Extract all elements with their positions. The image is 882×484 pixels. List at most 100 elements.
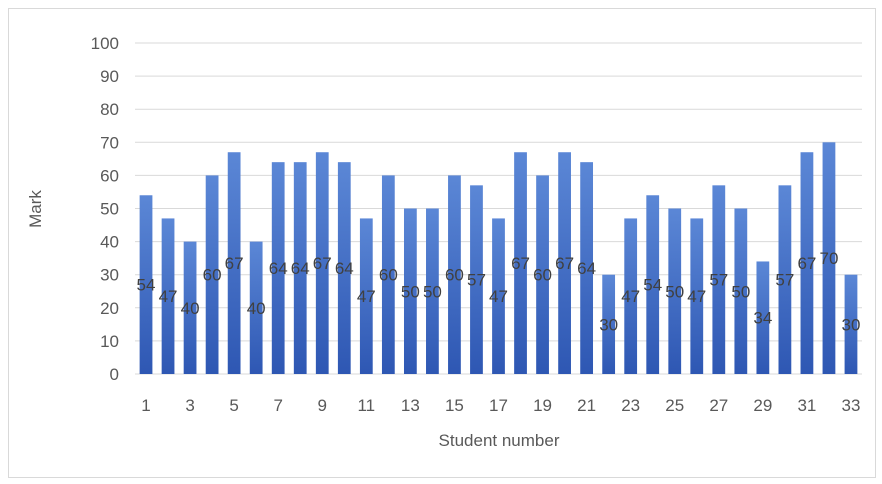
x-tick-label: 15 xyxy=(445,396,464,415)
bar-student-26 xyxy=(690,218,704,374)
y-tick-label: 80 xyxy=(100,100,119,119)
y-tick-label: 0 xyxy=(110,365,119,384)
bar-student-28 xyxy=(734,208,748,374)
bar-student-16 xyxy=(470,185,483,374)
data-label: 64 xyxy=(269,259,288,278)
data-label: 64 xyxy=(335,259,354,278)
bar-student-12 xyxy=(381,175,395,374)
x-tick-label: 3 xyxy=(185,396,194,415)
data-label: 60 xyxy=(533,266,552,285)
x-tick-label: 11 xyxy=(357,396,375,415)
bar-student-27 xyxy=(712,185,726,374)
x-tick-label: 19 xyxy=(533,396,552,415)
x-tick-label: 7 xyxy=(273,396,282,415)
y-tick-label: 100 xyxy=(91,34,119,53)
x-tick-label: 9 xyxy=(318,396,327,415)
y-tick-label: 40 xyxy=(100,233,119,252)
data-label: 67 xyxy=(225,254,244,273)
y-tick-label: 90 xyxy=(100,67,119,86)
data-label: 30 xyxy=(842,315,861,334)
data-label: 47 xyxy=(357,287,376,306)
x-tick-label: 33 xyxy=(842,396,861,415)
bar-student-1 xyxy=(139,195,153,374)
chart-frame: 54 47 40 60 67 40 64 64 67 64 47 60 50 50 60 57 47 67 60 67… xyxy=(8,8,876,478)
data-label: 67 xyxy=(555,254,574,273)
bar-student-3 xyxy=(183,241,197,374)
bar-student-7 xyxy=(271,162,285,374)
bar-student-31 xyxy=(800,152,814,374)
bar-student-14 xyxy=(426,208,439,374)
data-label: 67 xyxy=(511,254,530,273)
data-label: 60 xyxy=(445,266,464,285)
data-label: 40 xyxy=(181,299,200,318)
bar-student-6 xyxy=(249,241,263,374)
bar-student-33 xyxy=(844,274,858,374)
y-tick-label: 70 xyxy=(100,133,119,152)
data-label: 60 xyxy=(379,266,398,285)
x-tick-label: 5 xyxy=(229,396,238,415)
data-label: 60 xyxy=(203,266,222,285)
data-label: 54 xyxy=(643,276,662,295)
x-tick-label: 25 xyxy=(665,396,684,415)
data-label: 50 xyxy=(665,282,684,301)
bar-student-24 xyxy=(646,195,660,374)
data-label: 67 xyxy=(797,254,816,273)
bar-student-25 xyxy=(668,208,682,374)
data-label: 47 xyxy=(159,287,178,306)
data-label: 57 xyxy=(467,271,486,290)
y-tick-label: 30 xyxy=(100,266,119,285)
x-tick-label: 17 xyxy=(489,396,508,415)
data-label: 47 xyxy=(489,287,508,306)
bar-student-17 xyxy=(492,218,505,374)
bar-student-10 xyxy=(337,162,351,374)
data-label: 50 xyxy=(731,282,750,301)
x-axis-title: Student number xyxy=(439,431,560,450)
bar-student-15 xyxy=(448,175,461,374)
bar-student-11 xyxy=(359,218,373,374)
y-tick-label: 60 xyxy=(100,166,119,185)
data-label: 34 xyxy=(753,309,772,328)
data-label: 70 xyxy=(819,249,838,268)
bars xyxy=(139,142,858,374)
bar-student-21 xyxy=(580,162,594,374)
bar-student-32 xyxy=(822,142,836,374)
bar-student-20 xyxy=(558,152,571,374)
bar-student-2 xyxy=(161,218,175,374)
data-label: 30 xyxy=(599,315,618,334)
bar-student-5 xyxy=(227,152,241,374)
data-label: 54 xyxy=(137,276,156,295)
data-label: 50 xyxy=(401,282,420,301)
x-tick-label: 13 xyxy=(401,396,420,415)
data-label: 64 xyxy=(291,259,310,278)
x-tick-label: 29 xyxy=(753,396,772,415)
bar-student-18 xyxy=(514,152,527,374)
bar-student-13 xyxy=(403,208,417,374)
y-tick-label: 20 xyxy=(100,299,119,318)
bar-student-9 xyxy=(315,152,329,374)
bar-student-30 xyxy=(778,185,792,374)
data-label: 40 xyxy=(247,299,266,318)
x-tick-label: 31 xyxy=(797,396,816,415)
y-axis-title: Mark xyxy=(26,190,45,228)
data-label: 50 xyxy=(423,282,442,301)
y-tick-label: 10 xyxy=(100,332,119,351)
data-label: 57 xyxy=(709,271,728,290)
bar-student-22 xyxy=(602,274,616,374)
x-tick-label: 1 xyxy=(141,396,150,415)
bar-student-19 xyxy=(536,175,549,374)
bar-student-23 xyxy=(624,218,638,374)
x-tick-label: 23 xyxy=(621,396,640,415)
x-tick-label: 21 xyxy=(577,396,596,415)
bar-student-4 xyxy=(205,175,219,374)
bar-student-29 xyxy=(756,261,770,374)
y-tick-label: 50 xyxy=(100,200,119,219)
bar-student-8 xyxy=(293,162,307,374)
data-label: 47 xyxy=(621,287,640,306)
x-tick-label: 27 xyxy=(709,396,728,415)
data-label: 67 xyxy=(313,254,332,273)
data-label: 47 xyxy=(687,287,706,306)
data-label: 64 xyxy=(577,259,596,278)
